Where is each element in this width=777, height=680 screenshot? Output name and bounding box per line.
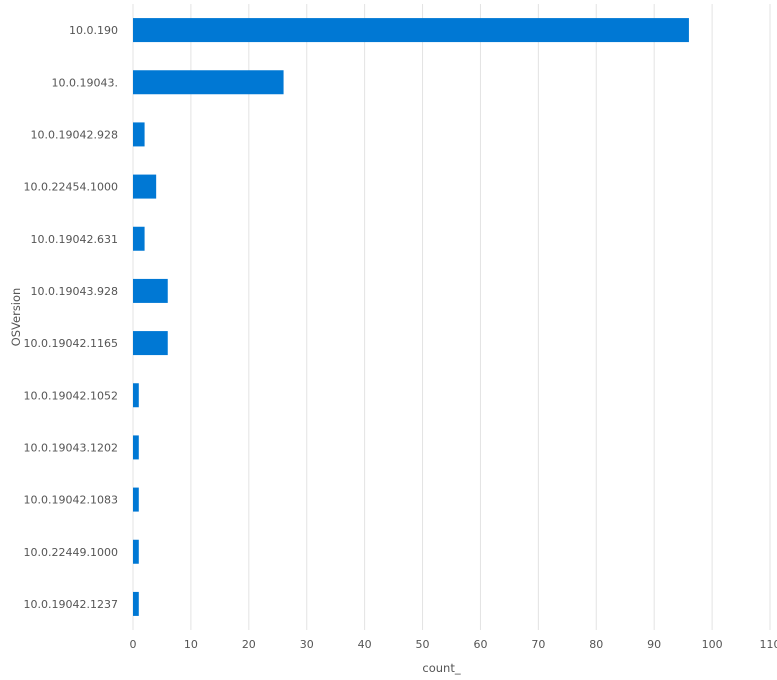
x-axis-title: count_ [422, 661, 460, 675]
y-tick-label: 10.0.19043. [52, 76, 118, 89]
grid-lines [132, 4, 771, 630]
y-tick-label: 10.0.19042.928 [31, 128, 118, 141]
x-tick-label: 60 [473, 638, 487, 651]
x-tick-label: 20 [242, 638, 256, 651]
y-tick-label: 10.0.22454.1000 [24, 181, 118, 194]
y-tick-label: 10.0.19043.928 [31, 285, 118, 298]
bar[interactable] [133, 174, 157, 199]
x-tick-label: 100 [702, 638, 723, 651]
bar[interactable] [133, 435, 139, 460]
bars [133, 18, 689, 616]
x-tick-label: 70 [531, 638, 545, 651]
y-tick-label: 10.0.19042.631 [31, 233, 118, 246]
y-tick-label: 10.0.19042.1237 [24, 598, 118, 611]
x-tick-label: 50 [416, 638, 430, 651]
x-tick-label: 30 [300, 638, 314, 651]
bar[interactable] [133, 70, 284, 95]
y-tick-label: 10.0.190 [69, 24, 118, 37]
x-tick-label: 10 [184, 638, 198, 651]
bar[interactable] [133, 591, 139, 616]
x-tick-labels: 0 10 20 30 40 50 60 70 80 90 100 110 [130, 638, 777, 651]
x-tick-label: 110 [760, 638, 777, 651]
x-tick-label: 40 [358, 638, 372, 651]
x-tick-label: 0 [130, 638, 137, 651]
bar[interactable] [133, 226, 145, 251]
bar[interactable] [133, 487, 139, 512]
y-tick-label: 10.0.22449.1000 [24, 546, 118, 559]
bar[interactable] [133, 18, 689, 43]
y-tick-label: 10.0.19042.1052 [24, 389, 118, 402]
x-tick-label: 80 [589, 638, 603, 651]
bar[interactable] [133, 383, 139, 408]
x-tick-label: 90 [647, 638, 661, 651]
bar[interactable] [133, 278, 168, 303]
y-tick-label: 10.0.19042.1083 [24, 494, 118, 507]
y-tick-labels: 10.0.190 10.0.19043. 10.0.19042.928 10.0.22… [24, 24, 118, 611]
y-tick-label: 10.0.19043.1202 [24, 441, 118, 454]
bar[interactable] [133, 331, 168, 356]
bar[interactable] [133, 122, 145, 147]
bar[interactable] [133, 539, 139, 564]
y-axis-title: OSVersion [9, 288, 23, 347]
y-tick-label: 10.0.19042.1165 [24, 337, 118, 350]
